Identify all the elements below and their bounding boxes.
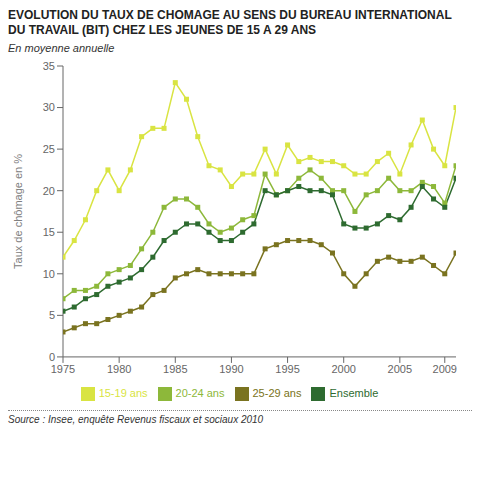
html-text:Ensemble: Ensemble [329,386,379,399]
html-text:EVOLUTION DU TAUX DE CHOMAGE A: EVOLUTION DU TAUX DE CHOMAGE AU SENS DU … [8,8,452,37]
svg-text:1975: 1975 [51,363,75,375]
svg-text:15: 15 [43,226,55,238]
html-text:15-19 ans: 15-19 ans [98,386,148,399]
svg-text:1990: 1990 [219,363,243,375]
svg-text:Taux de chômage en %: Taux de chômage en % [12,154,24,269]
svg-text:20: 20 [43,185,55,197]
svg-text:2000: 2000 [331,363,355,375]
svg-text:25: 25 [43,143,55,155]
html-text:25-29 ans: 25-29 ans [252,386,302,399]
html-text:Source : Insee, enquête Revenu: Source : Insee, enquête Revenus fiscaux … [8,414,264,425]
svg-text:1980: 1980 [107,363,131,375]
svg-text:5: 5 [49,309,55,321]
svg-text:2005: 2005 [388,363,412,375]
html-text:En moyenne annuelle: En moyenne annuelle [8,42,115,54]
svg-text:1995: 1995 [275,363,299,375]
svg-text:10: 10 [43,268,55,280]
svg-text:35: 35 [43,60,55,72]
svg-text:2009: 2009 [433,363,457,375]
svg-text:30: 30 [43,101,55,113]
svg-text:1985: 1985 [163,363,187,375]
svg-text:0: 0 [49,351,55,363]
html-text:20-24 ans: 20-24 ans [175,386,225,399]
